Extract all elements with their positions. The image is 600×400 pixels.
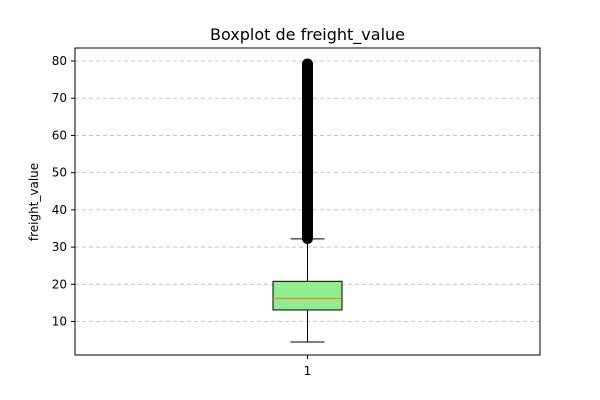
iqr-box [272, 280, 343, 311]
y-axis-label: freight_value [27, 163, 41, 241]
y-axis-ticks: 10 20 30 40 50 60 70 80 [52, 54, 75, 329]
plot-area-frame [74, 47, 541, 356]
y-tick-label: 70 [52, 91, 67, 105]
chart-title: Boxplot de freight_value [210, 25, 405, 45]
y-tick-label: 40 [52, 203, 67, 217]
y-tick-label: 50 [52, 166, 67, 180]
box-group [272, 58, 343, 343]
y-tick-label: 60 [52, 128, 67, 142]
y-tick-label: 20 [52, 277, 67, 291]
x-axis-ticks: 1 [304, 355, 312, 378]
x-tick-label: 1 [304, 364, 312, 378]
y-tick-label: 10 [52, 315, 67, 329]
y-tick-label: 30 [52, 240, 67, 254]
y-tick-label: 80 [52, 54, 67, 68]
